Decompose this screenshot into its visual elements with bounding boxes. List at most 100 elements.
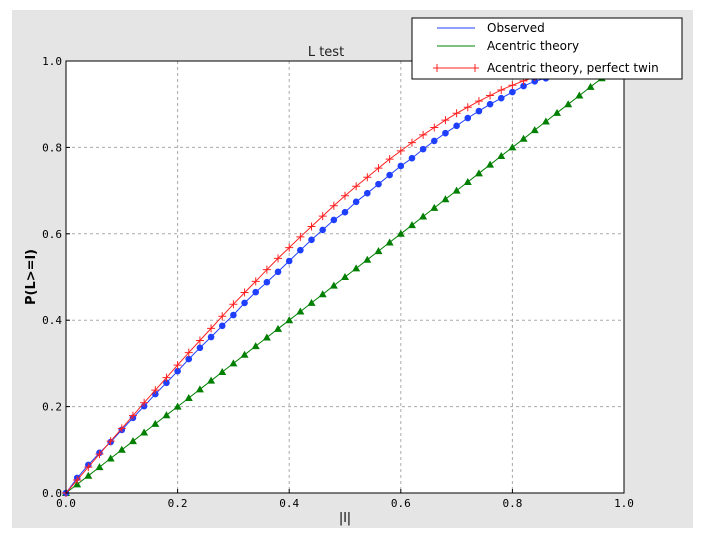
acentric-point xyxy=(541,117,550,125)
acentric-point xyxy=(95,463,104,471)
twin-point xyxy=(307,222,316,231)
acentric-point xyxy=(553,108,562,116)
acentric-point xyxy=(519,134,528,142)
legend-label: Acentric theory xyxy=(487,39,579,53)
twin-point xyxy=(329,201,338,210)
observed-point xyxy=(308,236,315,244)
acentric-point xyxy=(363,255,372,263)
twin-point xyxy=(274,254,283,263)
observed-point xyxy=(442,129,449,137)
twin-point xyxy=(173,361,182,370)
observed-point xyxy=(475,107,483,115)
observed-point xyxy=(531,78,539,85)
observed-point xyxy=(285,257,293,265)
acentric-point xyxy=(329,281,338,289)
acentric-point xyxy=(251,342,260,350)
observed-point xyxy=(352,198,360,206)
x-tick-label: 0.4 xyxy=(279,497,299,510)
acentric-point xyxy=(274,324,283,332)
observed-point xyxy=(509,88,516,96)
observed-point xyxy=(330,216,338,224)
acentric-point xyxy=(441,195,450,203)
twin-point xyxy=(218,312,227,321)
twin-point xyxy=(430,123,439,132)
acentric-point xyxy=(318,290,327,298)
acentric-point xyxy=(586,82,595,90)
observed-point xyxy=(386,171,393,179)
x-tick-label: 0.0 xyxy=(56,497,76,510)
observed-point xyxy=(408,154,416,162)
twin-point xyxy=(363,173,372,182)
twin-point xyxy=(73,476,82,485)
acentric-point xyxy=(385,238,394,246)
y-tick-label: 0.6 xyxy=(42,228,62,241)
observed-point xyxy=(207,333,215,341)
observed-point xyxy=(486,100,494,108)
twin-point xyxy=(207,324,216,333)
acentric-point xyxy=(195,385,204,393)
twin-point xyxy=(95,450,104,459)
y-axis-label: P(L>=l) xyxy=(24,249,39,305)
acentric-point xyxy=(184,393,193,401)
acentric-point xyxy=(285,316,294,324)
acentric-point xyxy=(106,454,115,462)
acentric-point xyxy=(374,247,383,255)
observed-point xyxy=(464,114,472,122)
acentric-point xyxy=(508,143,517,151)
twin-point xyxy=(497,85,506,94)
twin-point xyxy=(419,130,428,139)
legend: Observed Acentric theory Acentric theory, … xyxy=(411,17,683,80)
observed-point xyxy=(375,180,382,188)
plot-frame xyxy=(65,60,625,494)
observed-point xyxy=(218,322,226,330)
x-tick-label: 0.6 xyxy=(391,497,411,510)
y-tick-label: 0.4 xyxy=(42,314,62,327)
acentric-point xyxy=(407,221,416,229)
observed-point xyxy=(185,355,193,363)
twin-point xyxy=(84,463,93,472)
acentric-point xyxy=(240,350,249,358)
twin-point xyxy=(486,91,495,100)
acentric-point xyxy=(452,186,461,194)
acentric-point xyxy=(575,91,584,99)
twin-point xyxy=(184,348,193,357)
observed-point xyxy=(174,367,181,375)
x-tick-label: 1.0 xyxy=(614,497,634,510)
acentric-point xyxy=(128,437,137,445)
observed-point xyxy=(241,299,248,307)
twin-point xyxy=(474,97,483,106)
acentric-point xyxy=(430,203,439,211)
acentric-point xyxy=(396,229,405,237)
twin-point xyxy=(195,336,204,345)
x-tick-label: 0.2 xyxy=(168,497,188,510)
acentric-point xyxy=(564,100,573,108)
twin-point xyxy=(151,386,160,395)
x-tick-label: 0.8 xyxy=(502,497,522,510)
acentric-point xyxy=(218,368,227,376)
acentric-point xyxy=(162,411,171,419)
legend-label: Observed xyxy=(487,21,545,35)
observed-point xyxy=(319,226,326,234)
observed-point xyxy=(297,246,304,254)
observed-point xyxy=(196,344,204,352)
legend-item: Observed xyxy=(437,21,545,35)
legend-item: Acentric theory, perfect twin xyxy=(433,61,659,75)
twin-point xyxy=(407,138,416,147)
acentric-point xyxy=(352,264,361,272)
y-tick-label: 0.8 xyxy=(42,141,62,154)
observed-point xyxy=(364,189,371,197)
acentric-point xyxy=(84,471,93,479)
y-tick-label: 0.2 xyxy=(42,401,62,414)
twin-point xyxy=(285,243,294,252)
y-tick-label: 1.0 xyxy=(42,55,62,68)
observed-point xyxy=(163,379,170,387)
twin-point xyxy=(240,288,249,297)
legend-label: Acentric theory, perfect twin xyxy=(487,61,659,75)
observed-point xyxy=(520,82,527,90)
acentric-point xyxy=(117,445,126,453)
observed-point xyxy=(430,137,438,145)
observed-point xyxy=(274,268,282,276)
acentric-point xyxy=(530,126,539,134)
series-1 xyxy=(62,57,628,496)
